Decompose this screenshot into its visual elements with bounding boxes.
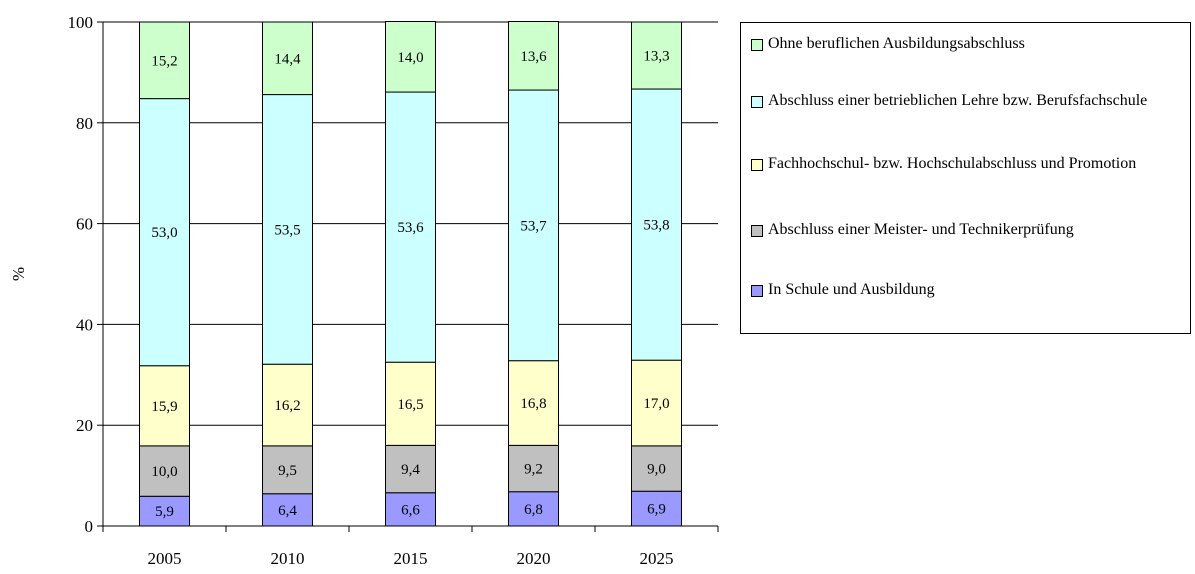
data-label: 6,9 [647, 502, 666, 518]
x-tick-label: 2015 [394, 549, 428, 568]
legend-item: Abschluss einer betrieblichen Lehre bzw.… [751, 90, 1181, 112]
x-tick-label: 2010 [271, 549, 305, 568]
y-tick-label: 0 [85, 517, 94, 536]
stacked-bar-chart: 5,9 10,0 15,9 53,0 15,2 6,4 9,5 16,2 53,5 14,4 6,6… [9, 13, 719, 568]
legend-swatch [751, 225, 763, 237]
data-label: 9,5 [278, 463, 297, 479]
bar-segment [508, 360, 559, 446]
bar-segment [262, 94, 313, 365]
x-tick-label: 2025 [640, 549, 674, 568]
legend-label: In Schule und Ausbildung [768, 281, 935, 298]
data-label: 15,9 [151, 399, 177, 415]
bar-segment [139, 21, 190, 100]
bar-segment [631, 359, 682, 447]
legend-swatch [751, 159, 763, 171]
y-tick-label: 80 [76, 114, 93, 133]
y-tick-label: 60 [76, 215, 93, 234]
data-label: 13,6 [520, 49, 547, 65]
legend-item: Ohne beruflichen Ausbildungsabschluss [751, 33, 1181, 55]
chart-legend: Ohne beruflichen Ausbildungsabschluss Abs… [740, 22, 1191, 334]
data-label: 15,2 [151, 53, 177, 69]
data-label: 9,4 [401, 462, 420, 478]
data-label: 16,8 [520, 396, 546, 412]
y-tick-label: 100 [68, 13, 94, 32]
data-label: 5,9 [155, 504, 174, 520]
bar-segment [385, 361, 436, 446]
data-label: 6,4 [278, 503, 297, 519]
data-label: 6,8 [524, 502, 543, 518]
data-label: 9,2 [524, 462, 543, 478]
bar-segment [262, 363, 313, 447]
data-label: 10,0 [151, 464, 177, 480]
data-label: 17,0 [643, 396, 669, 412]
legend-item: In Schule und Ausbildung [751, 279, 1181, 301]
bar-segment [631, 21, 682, 90]
data-label: 14,4 [274, 51, 301, 67]
data-label: 9,0 [647, 462, 666, 478]
bar-segment [262, 445, 313, 495]
legend-item: Abschluss einer Meister- und Technikerpr… [751, 219, 1181, 241]
legend-label: Abschluss einer betrieblichen Lehre bzw.… [768, 92, 1148, 109]
legend-label: Fachhochschul- bzw. Hochschulabschluss u… [768, 155, 1137, 172]
legend-label: Abschluss einer Meister- und Technikerpr… [768, 221, 1074, 238]
bar-segment [262, 21, 313, 96]
bar-segment [385, 20, 436, 93]
legend-label: Ohne beruflichen Ausbildungsabschluss [768, 35, 1025, 52]
bar-segment [385, 444, 436, 494]
y-tick-label: 20 [76, 416, 93, 435]
x-tick-label: 2005 [148, 549, 182, 568]
bar-segment [139, 495, 190, 527]
y-tick-label: 40 [76, 315, 93, 334]
bar-segment [631, 88, 682, 361]
bar-segment [508, 444, 559, 493]
legend-swatch [751, 39, 763, 51]
bar-segment [139, 445, 190, 497]
data-label: 6,6 [401, 502, 420, 518]
data-label: 53,0 [151, 225, 177, 241]
bar-segment [508, 20, 559, 91]
data-label: 14,0 [397, 50, 423, 66]
data-label: 53,8 [643, 218, 669, 234]
bar-segment [385, 91, 436, 363]
bar-segment [631, 445, 682, 492]
x-tick-label: 2020 [517, 549, 551, 568]
data-label: 53,5 [274, 222, 300, 238]
bar-segment [508, 491, 559, 527]
data-label: 16,5 [397, 397, 423, 413]
legend-swatch [751, 285, 763, 297]
y-axis-title: % [9, 267, 28, 281]
data-label: 53,6 [397, 220, 424, 236]
data-label: 16,2 [274, 398, 300, 414]
legend-swatch [751, 96, 763, 108]
legend-item: Fachhochschul- bzw. Hochschulabschluss u… [751, 153, 1181, 175]
data-label: 13,3 [643, 49, 669, 65]
bar-segment [508, 89, 559, 362]
data-label: 53,7 [520, 218, 547, 234]
